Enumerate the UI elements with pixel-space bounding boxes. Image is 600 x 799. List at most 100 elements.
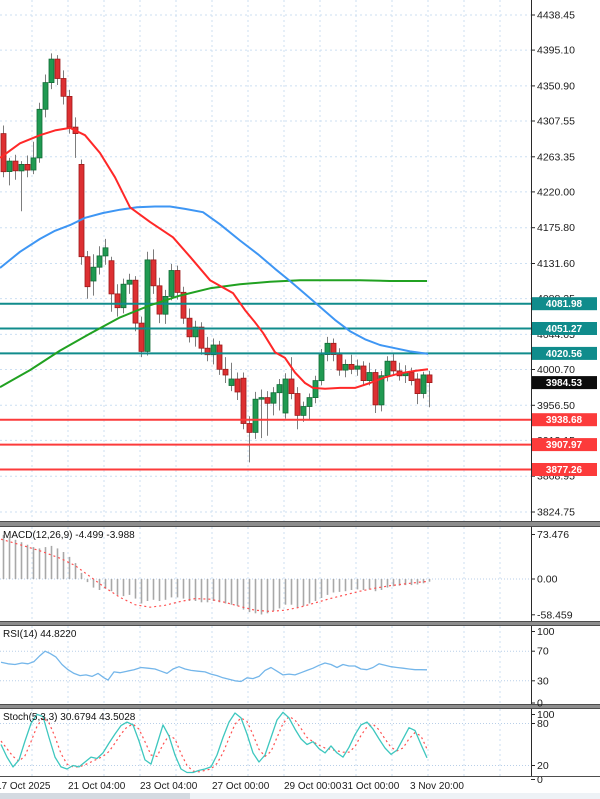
candle-bearish: [156, 285, 163, 315]
price-tick-label: 4000.70: [537, 364, 575, 376]
candle-bullish: [168, 270, 175, 297]
price-badge-label: 3984.53: [546, 378, 583, 389]
indicator-tick-label: 0: [537, 698, 543, 710]
panel-separator[interactable]: [0, 621, 600, 626]
candle-bullish: [324, 342, 331, 355]
price-badge-label: 4081.98: [546, 299, 583, 310]
price-axis[interactable]: 4438.45 4395.10 4350.90 4307.55 4263.35 4220.…: [531, 0, 597, 777]
candle-bullish: [96, 255, 103, 268]
time-tick-label: 3 Nov 20:00: [410, 781, 464, 792]
candle-bullish: [300, 406, 307, 416]
macd-panel: 73.476 0.00 -58.459 MACD(12,26,9) -4.499 -3…: [0, 527, 573, 621]
indicator-tick-label: 100: [537, 709, 555, 721]
candle-bullish: [102, 247, 109, 257]
panel-separator[interactable]: [0, 521, 600, 527]
ma-slow-green-line: [0, 279, 427, 388]
time-tick-label: 23 Oct 04:00: [140, 781, 198, 792]
candle-bearish: [330, 342, 337, 355]
candle-bullish: [36, 108, 43, 159]
price-badge-label: 3938.68: [546, 415, 583, 426]
candle-bearish: [426, 374, 433, 383]
candle-bullish: [384, 360, 391, 377]
indicator-tick-label: 100: [537, 626, 555, 638]
candle-bearish: [0, 133, 7, 173]
candle-bullish: [318, 354, 325, 382]
rsi-plot-area[interactable]: [0, 626, 531, 704]
candle-bearish: [408, 372, 415, 382]
candle-bearish: [204, 347, 211, 356]
price-badge-support: [532, 438, 597, 452]
candle-bearish: [66, 96, 73, 128]
candle-bullish: [258, 397, 265, 400]
price-badge-label: 4051.27: [546, 324, 583, 335]
rsi-line: [0, 650, 428, 683]
candle-bullish: [270, 392, 277, 404]
indicator-tick-label: 0: [537, 774, 543, 786]
price-tick-label: 3824.75: [537, 507, 575, 519]
candle-bearish: [132, 279, 139, 324]
candle-bearish: [114, 293, 121, 309]
time-tick-label: 31 Oct 00:00: [342, 781, 400, 792]
candle-bullish: [6, 160, 13, 173]
candle-bullish: [210, 344, 217, 356]
time-tick-label: 29 Oct 00:00: [284, 781, 342, 792]
macd-signal-line: [0, 538, 429, 613]
macd-histogram: [2, 534, 431, 615]
candle-bearish: [288, 378, 295, 395]
indicator-tick-label: 20: [537, 760, 549, 772]
ma-fast-red-line: [0, 126, 429, 390]
price-badge-label: 3907.97: [546, 440, 583, 451]
candle-bullish: [162, 295, 169, 315]
candle-bearish: [264, 397, 271, 404]
price-badge-resistance: [532, 297, 597, 311]
candle-bearish: [138, 322, 145, 352]
scrollbar-track[interactable]: [0, 793, 600, 799]
macd-plot-area[interactable]: [0, 527, 531, 621]
candle-bearish: [150, 259, 157, 287]
horizontal-scrollbar[interactable]: [0, 793, 600, 799]
price-tick-label: 4350.90: [537, 80, 575, 92]
time-axis[interactable]: 17 Oct 2025 21 Oct 04:00 23 Oct 04:00 27 Oc…: [0, 781, 464, 792]
candle-bearish: [336, 354, 343, 371]
candle-bearish: [198, 326, 205, 349]
stoch-plot-area[interactable]: [0, 709, 531, 776]
candle-bullish: [30, 157, 37, 171]
candle-bearish: [78, 163, 85, 258]
candle-bullish: [420, 374, 427, 394]
candle-bullish: [378, 375, 385, 406]
candle-bullish: [276, 384, 283, 394]
candle-bullish: [282, 378, 289, 414]
indicator-label: MACD(12,26,9) -4.499 -3.988: [3, 530, 135, 541]
indicator-tick-label: 70: [537, 646, 549, 658]
indicator-tick-label: 73.476: [537, 529, 569, 541]
time-tick-label: 17 Oct 2025: [0, 781, 51, 792]
price-tick-label: 4395.10: [537, 45, 575, 57]
price-tick-label: 4438.45: [537, 10, 575, 22]
candle-bullish: [306, 397, 313, 407]
price-tick-label: 4220.00: [537, 186, 575, 198]
candle-bullish: [120, 283, 127, 309]
scrollbar-thumb[interactable]: [0, 793, 190, 799]
candle-bearish: [234, 378, 241, 393]
indicator-label: Stoch(5,3,3) 30.6794 43.5028: [3, 712, 136, 723]
indicator-label: RSI(14) 44.8220: [3, 629, 77, 640]
price-tick-label: 4263.35: [537, 151, 575, 163]
price-tick-label: 4131.60: [537, 258, 575, 270]
candle-bearish: [294, 393, 301, 416]
candle-bearish: [246, 423, 253, 433]
price-badge-last: [532, 376, 597, 390]
price-tick-label: 3956.50: [537, 400, 575, 412]
candle-bullish: [126, 279, 133, 285]
candle-bullish: [252, 398, 259, 433]
candle-bullish: [354, 365, 361, 370]
candle-bullish: [42, 82, 49, 110]
candle-bearish: [12, 160, 19, 172]
panel-separator[interactable]: [0, 704, 600, 709]
candle-bearish: [108, 260, 115, 295]
bottom-border: [0, 776, 600, 777]
candle-bearish: [24, 163, 31, 171]
indicator-tick-label: -58.459: [537, 609, 573, 621]
candle-bullish: [342, 363, 349, 371]
indicator-tick-label: 80: [537, 718, 549, 730]
